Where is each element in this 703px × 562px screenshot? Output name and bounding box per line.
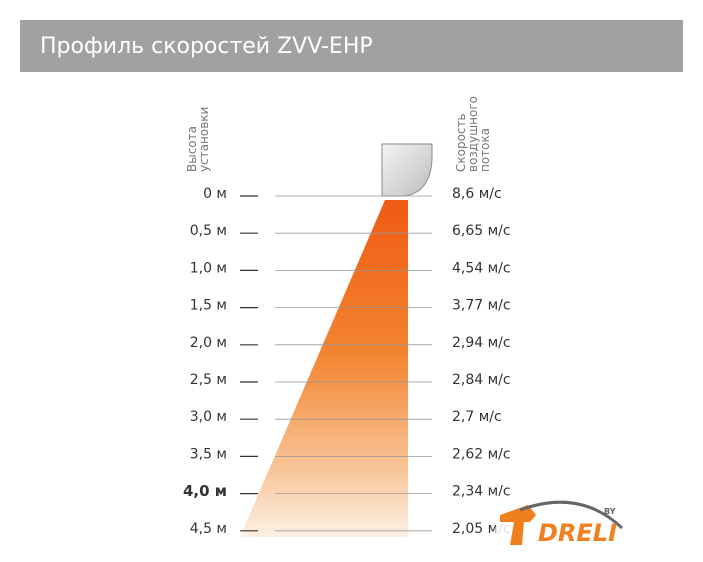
axis-label: воздушного xyxy=(466,96,480,172)
axis-label: Скорость xyxy=(454,113,468,172)
speed-label: 2,84 м/с xyxy=(452,372,511,388)
speed-label: 3,77 м/с xyxy=(452,298,511,314)
speed-label: 2,94 м/с xyxy=(452,335,511,351)
height-label: 1,0 м xyxy=(190,260,227,276)
axis-label: установки xyxy=(197,107,211,172)
height-label: 4,5 м xyxy=(190,521,227,537)
logo-text: DRELI xyxy=(538,519,617,547)
height-label: 1,5 м xyxy=(190,298,227,314)
speed-label: 6,65 м/с xyxy=(452,223,511,239)
height-label: 4,0 м xyxy=(183,482,227,500)
speed-label: 2,05 м/с xyxy=(452,521,511,537)
height-label: 3,0 м xyxy=(190,409,227,425)
heater-device xyxy=(381,143,433,197)
rows: 0 м 8,6 м/с 0,5 м 6,65 м/с 1,0 м 4,54 м/с 1,5 … xyxy=(183,186,511,537)
header-title: Профиль скоростей ZVV-EHP xyxy=(40,34,373,59)
logo-drill xyxy=(500,505,536,545)
speed-label: 2,62 м/с xyxy=(452,446,511,462)
air-beam xyxy=(240,200,408,537)
speed-label: 2,34 м/с xyxy=(452,484,511,500)
axis-label: Высота xyxy=(185,126,199,172)
logo: DRELI BY xyxy=(496,496,626,548)
height-label: 2,0 м xyxy=(190,335,227,351)
logo-superscript: BY xyxy=(604,507,616,516)
height-label: 2,5 м xyxy=(190,372,227,388)
height-label: 0 м xyxy=(203,186,227,202)
header-bar xyxy=(20,20,683,72)
height-label: 0,5 м xyxy=(190,223,227,239)
speed-label: 8,6 м/с xyxy=(452,186,502,202)
speed-label: 4,54 м/с xyxy=(452,260,511,276)
height-label: 3,5 м xyxy=(190,446,227,462)
axis-label: потока xyxy=(478,128,492,172)
speed-label: 2,7 м/с xyxy=(452,409,502,425)
logo-arc xyxy=(519,500,624,530)
